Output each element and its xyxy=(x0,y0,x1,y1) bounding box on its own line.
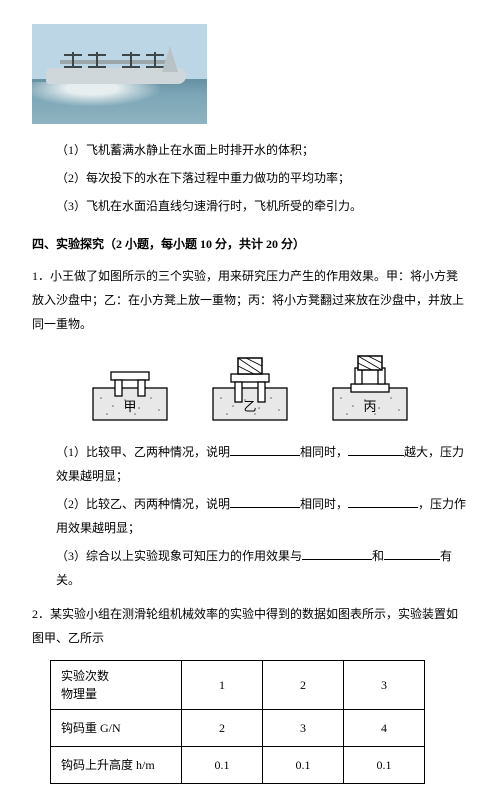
cell: 钩码重 G/N xyxy=(51,710,182,747)
q4-1-p3: （3）综合以上实验现象可知压力的作用效果与和有关。 xyxy=(56,544,468,592)
table-row: 实验次数 物理量 1 2 3 xyxy=(51,661,425,710)
blank xyxy=(348,495,418,508)
cell: 3 xyxy=(344,661,425,710)
cell: 2 xyxy=(263,661,344,710)
data-table: 实验次数 物理量 1 2 3 钩码重 G/N 2 3 4 钩码上升高度 h/m … xyxy=(50,660,425,784)
diagram-jia: 甲 xyxy=(90,354,170,424)
q3-sub3: （3）飞机在水面沿直线匀速滑行时，飞机所受的牵引力。 xyxy=(56,194,468,218)
text: 相同时， xyxy=(300,497,348,511)
text: 和 xyxy=(372,549,384,563)
diagram-bing: 丙 xyxy=(330,354,410,424)
cell: 0.1 xyxy=(344,747,425,784)
section-4-title: 四、实验探究（2 小题，每小题 10 分，共计 20 分） xyxy=(32,232,468,256)
text: 相同时， xyxy=(300,445,348,459)
diagram-yi: 乙 xyxy=(210,354,290,424)
table-row: 钩码上升高度 h/m 0.1 0.1 0.1 xyxy=(51,747,425,784)
label-bing: 丙 xyxy=(363,399,376,414)
blank xyxy=(230,495,300,508)
q3-sub2: （2）每次投下的水在下落过程中重力做功的平均功率； xyxy=(56,166,468,190)
diagram-row: 甲 乙 xyxy=(32,354,468,424)
table-row: 钩码重 G/N 2 3 4 xyxy=(51,710,425,747)
label-yi: 乙 xyxy=(243,399,256,414)
cell: 4 xyxy=(344,710,425,747)
q3-sub1: （1）飞机蓄满水静止在水面上时排开水的体积； xyxy=(56,138,468,162)
blank xyxy=(348,443,404,456)
wake xyxy=(32,82,182,112)
cell: 0.1 xyxy=(263,747,344,784)
cell: 1 xyxy=(182,661,263,710)
text: （3）综合以上实验现象可知压力的作用效果与 xyxy=(56,549,302,563)
cell: 实验次数 物理量 xyxy=(51,661,182,710)
label-jia: 甲 xyxy=(123,399,136,414)
q4-1-stem: 1．小王做了如图所示的三个实验，用来研究压力产生的作用效果。甲：将小方凳放入沙盘… xyxy=(32,264,468,336)
blank xyxy=(384,547,440,560)
q4-1-p2: （2）比较乙、丙两种情况，说明相同时，，压力作用效果越明显； xyxy=(56,492,468,540)
cell: 2 xyxy=(182,710,263,747)
text: （1）比较甲、乙两种情况，说明 xyxy=(56,445,230,459)
q4-2-stem: 2．某实验小组在测滑轮组机械效率的实验中得到的数据如图表所示，实验装置如图甲、乙… xyxy=(32,602,468,650)
cell: 3 xyxy=(263,710,344,747)
cell: 钩码上升高度 h/m xyxy=(51,747,182,784)
airplane-photo xyxy=(32,24,207,124)
blank xyxy=(302,547,372,560)
text: 物理量 xyxy=(61,687,97,701)
cell: 0.1 xyxy=(182,747,263,784)
q4-1-p1: （1）比较甲、乙两种情况，说明相同时，越大，压力效果越明显； xyxy=(56,440,468,488)
plane-tail xyxy=(162,46,178,72)
text: （2）比较乙、丙两种情况，说明 xyxy=(56,497,230,511)
text: 实验次数 xyxy=(61,669,109,683)
blank xyxy=(230,443,300,456)
